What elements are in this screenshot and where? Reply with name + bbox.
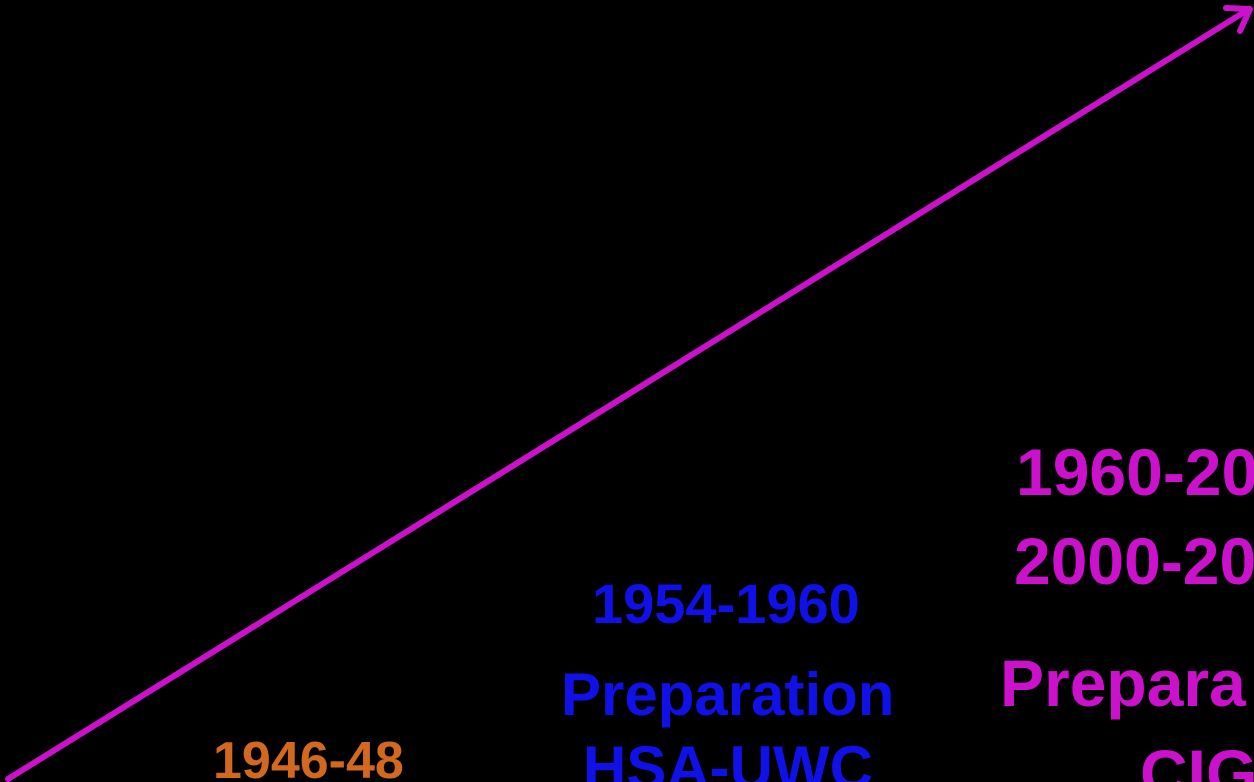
era-3-years-first: 1960-20	[1016, 435, 1254, 509]
era-2-label-secondary: HSA-UWC	[583, 734, 873, 782]
timeline-arrow-line	[5, 8, 1249, 782]
era-2-label: Preparation	[561, 661, 895, 728]
arrow-head	[1223, 5, 1253, 34]
era-3-label-secondary: CIG	[1140, 736, 1254, 782]
era-3-years-second: 2000-20	[1014, 524, 1254, 598]
era-2-years: 1954-1960	[592, 572, 860, 635]
era-3-label: Prepara	[1000, 646, 1246, 720]
era-1-years: 1946-48	[213, 732, 404, 782]
